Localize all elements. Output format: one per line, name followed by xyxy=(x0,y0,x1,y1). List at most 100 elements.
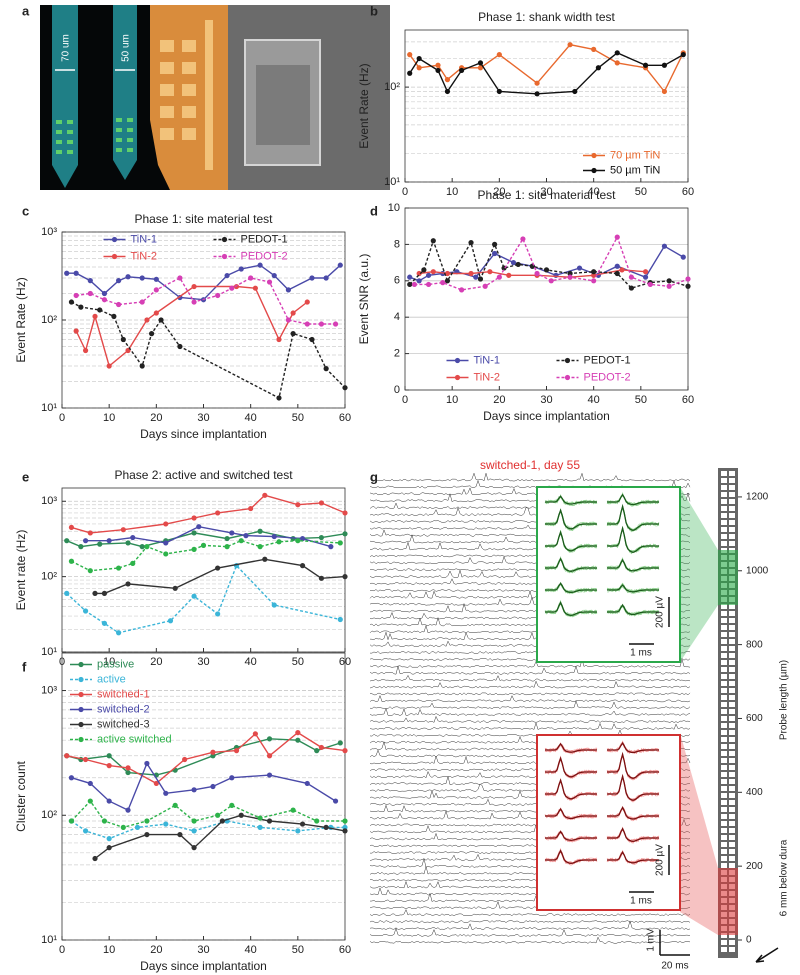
x-tick-label: 40 xyxy=(588,394,600,406)
data-point xyxy=(534,80,540,86)
probe-site xyxy=(729,744,735,749)
legend-label: switched-1 xyxy=(97,688,150,700)
x-tick-label: 10 xyxy=(103,944,115,956)
data-point xyxy=(299,535,306,542)
legend-label: PEDOT-1 xyxy=(584,354,631,366)
data-point xyxy=(318,534,325,541)
data-point xyxy=(309,336,315,343)
data-point xyxy=(337,262,343,268)
data-point xyxy=(191,299,197,305)
probe-site xyxy=(721,765,727,770)
data-point xyxy=(257,824,263,830)
probe-site xyxy=(729,632,735,637)
probe-site xyxy=(729,702,735,707)
data-point xyxy=(342,510,348,516)
probe-site xyxy=(721,506,727,511)
data-point xyxy=(144,760,150,767)
probe-site xyxy=(729,506,735,511)
probe-site xyxy=(721,618,727,623)
data-point xyxy=(416,55,422,62)
data-point xyxy=(229,285,235,291)
probe-site xyxy=(729,786,735,791)
data-point xyxy=(290,807,296,813)
waveform xyxy=(606,585,660,593)
x-tick-label: 20 xyxy=(493,186,505,198)
data-point xyxy=(73,292,79,299)
probe-site xyxy=(729,695,735,700)
waveform xyxy=(544,808,598,821)
series-line xyxy=(85,525,331,548)
data-point xyxy=(619,267,625,273)
x-tick-label: 20 xyxy=(150,412,162,424)
plot-frame xyxy=(61,652,346,941)
data-point xyxy=(224,535,230,542)
data-point xyxy=(318,744,325,751)
probe-site xyxy=(729,639,735,644)
data-point xyxy=(233,283,240,290)
waveform xyxy=(607,806,659,820)
data-point xyxy=(215,565,221,571)
data-point xyxy=(642,274,649,280)
waveform xyxy=(606,506,660,530)
data-point xyxy=(125,540,131,546)
data-point xyxy=(191,530,197,536)
data-point xyxy=(68,299,75,305)
data-point xyxy=(153,310,159,316)
legend-marker xyxy=(111,253,118,260)
y-axis-label: Event Rate (Hz) xyxy=(14,277,28,362)
x-tick-label: 30 xyxy=(540,394,552,406)
data-point xyxy=(153,287,159,293)
probe-site xyxy=(729,541,735,546)
legend-label: active switched xyxy=(97,733,172,745)
raw-trace xyxy=(369,707,691,717)
data-point xyxy=(411,281,418,288)
data-point xyxy=(262,492,268,498)
data-point xyxy=(271,602,277,608)
chart-title: Phase 1: site material test xyxy=(134,212,273,226)
data-point xyxy=(534,91,540,97)
probe-site xyxy=(729,499,735,504)
data-point xyxy=(337,616,343,623)
data-point xyxy=(191,515,197,521)
probe-site xyxy=(729,513,735,518)
legend-label: switched-2 xyxy=(97,703,150,715)
y-tick-label: 4 xyxy=(394,311,400,323)
probe-site xyxy=(721,716,727,721)
y-tick-label: 10¹ xyxy=(384,176,400,188)
plot-frame xyxy=(404,207,689,391)
probe-site xyxy=(729,765,735,770)
probe-site xyxy=(729,863,735,868)
x-tick-label: 40 xyxy=(245,412,257,424)
data-point xyxy=(595,65,601,71)
probe-site xyxy=(721,849,727,854)
data-point xyxy=(416,278,422,284)
probe-site xyxy=(729,807,735,812)
probe-site xyxy=(721,835,727,840)
data-point xyxy=(295,828,301,834)
raw-trace xyxy=(369,658,691,668)
waveform xyxy=(607,503,659,531)
data-point xyxy=(111,313,117,319)
probe-site xyxy=(721,863,727,868)
data-point xyxy=(68,524,75,531)
data-point xyxy=(468,270,474,277)
probe-site xyxy=(721,632,727,637)
data-point xyxy=(106,798,112,804)
data-point xyxy=(257,815,263,821)
scale-label: 1 mV xyxy=(646,928,657,952)
waveform xyxy=(545,530,597,552)
waveform xyxy=(545,807,597,820)
data-point xyxy=(252,285,258,291)
probe-tick-label: 800 xyxy=(746,639,763,650)
data-point xyxy=(248,505,254,512)
data-point xyxy=(477,276,484,282)
data-point xyxy=(416,65,422,71)
probe-site xyxy=(721,604,727,609)
probe-site xyxy=(721,527,727,532)
raw-trace xyxy=(369,674,691,682)
data-point xyxy=(196,524,202,530)
probe-site xyxy=(721,709,727,714)
data-point xyxy=(257,528,263,534)
data-point xyxy=(271,533,277,540)
probe-site xyxy=(721,744,727,749)
